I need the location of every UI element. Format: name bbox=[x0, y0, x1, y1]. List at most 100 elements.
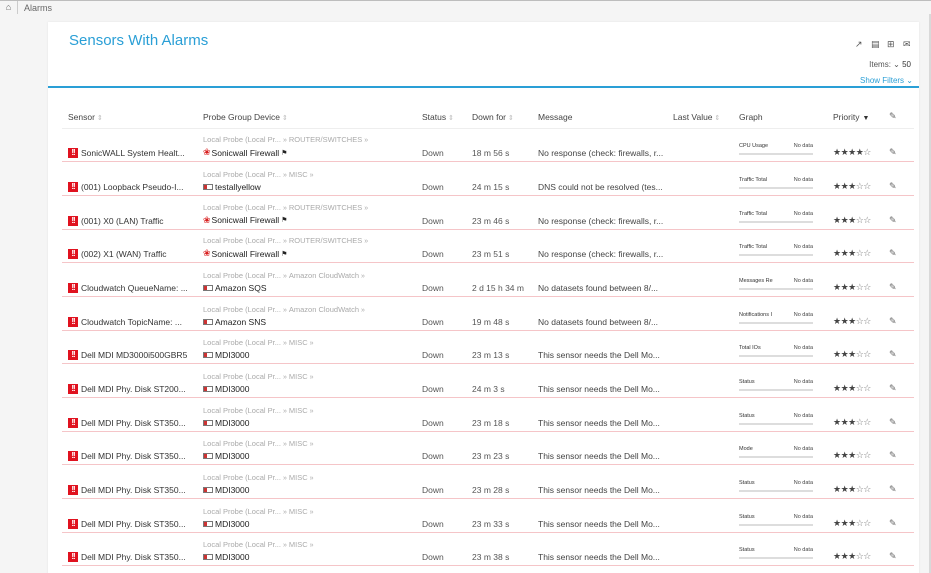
probe-link[interactable]: Local Probe (Local Pr... bbox=[203, 338, 281, 348]
priority-cell[interactable]: ★★★☆☆ bbox=[827, 161, 883, 196]
sensor-name[interactable]: Dell MDI MD3000i500GBR5 bbox=[81, 350, 188, 361]
col-down-for[interactable]: Down for ⇕ bbox=[466, 106, 532, 129]
priority-stars-icon[interactable]: ★★★☆☆ bbox=[833, 416, 871, 427]
graph-cell[interactable]: Traffic Total No data bbox=[733, 161, 827, 196]
priority-stars-icon[interactable]: ★★★☆☆ bbox=[833, 248, 871, 259]
sensor-name[interactable]: SonicWALL System Healt... bbox=[81, 148, 185, 159]
group-link[interactable]: ROUTER/SWITCHES bbox=[288, 135, 363, 145]
group-link[interactable]: MISC bbox=[288, 506, 308, 516]
edit-icon[interactable]: ✎ bbox=[889, 551, 897, 562]
edit-cell[interactable]: ✎ bbox=[883, 262, 914, 297]
priority-stars-icon[interactable]: ★★★☆☆ bbox=[833, 383, 871, 393]
graph-cell[interactable]: Total IOs No data bbox=[733, 330, 827, 365]
sensor-name[interactable]: Cloudwatch QueueName: ... bbox=[81, 282, 188, 293]
sensor-cell[interactable]: !! Dell MDI Phy. Disk ST200... bbox=[62, 363, 197, 398]
group-link[interactable]: Amazon CloudWatch bbox=[288, 304, 360, 314]
probe-link[interactable]: Local Probe (Local Pr... bbox=[203, 135, 281, 145]
breadcrumb-current[interactable]: Alarms bbox=[24, 2, 53, 13]
priority-cell[interactable]: ★★★☆☆ bbox=[827, 431, 883, 466]
col-status[interactable]: Status ⇕ bbox=[416, 106, 466, 129]
edit-cell[interactable]: ✎ bbox=[883, 363, 914, 398]
email-icon[interactable]: ✉ bbox=[903, 39, 911, 49]
probe-link[interactable]: Local Probe (Local Pr... bbox=[203, 372, 281, 381]
priority-stars-icon[interactable]: ★★★☆☆ bbox=[833, 214, 871, 225]
sensor-cell[interactable]: !! Dell MDI Phy. Disk ST350... bbox=[62, 397, 197, 432]
edit-cell[interactable]: ✎ bbox=[883, 498, 914, 533]
graph-cell[interactable]: Status No data bbox=[733, 363, 827, 398]
device-link[interactable]: MDI3000 bbox=[215, 384, 250, 394]
edit-icon[interactable]: ✎ bbox=[889, 147, 897, 158]
edit-icon[interactable]: ✎ bbox=[889, 484, 897, 495]
device-link[interactable]: Sonicwall Firewall bbox=[211, 248, 280, 259]
device-link[interactable]: Sonicwall Firewall bbox=[211, 147, 280, 158]
graph-cell[interactable]: Messages Re No data bbox=[733, 262, 827, 297]
edit-icon[interactable]: ✎ bbox=[889, 214, 897, 225]
graph-cell[interactable]: Status No data bbox=[733, 464, 827, 500]
sensor-name[interactable]: Dell MDI Phy. Disk ST350... bbox=[81, 485, 186, 496]
priority-cell[interactable]: ★★★☆☆ bbox=[827, 397, 883, 432]
priority-stars-icon[interactable]: ★★★★☆ bbox=[833, 147, 871, 158]
edit-icon[interactable]: ✎ bbox=[889, 450, 897, 461]
col-sensor[interactable]: Sensor ⇕ bbox=[62, 106, 197, 129]
priority-stars-icon[interactable]: ★★★☆☆ bbox=[833, 484, 871, 495]
group-link[interactable]: MISC bbox=[288, 169, 308, 179]
sensor-cell[interactable]: !! Dell MDI Phy. Disk ST350... bbox=[62, 498, 197, 533]
device-link[interactable]: MDI3000 bbox=[215, 350, 250, 361]
edit-icon[interactable]: ✎ bbox=[889, 349, 897, 360]
priority-stars-icon[interactable]: ★★★☆☆ bbox=[833, 517, 871, 528]
sensor-name[interactable]: Cloudwatch TopicName: ... bbox=[81, 316, 182, 327]
priority-cell[interactable]: ★★★☆☆ bbox=[827, 296, 883, 331]
edit-cell[interactable]: ✎ bbox=[883, 195, 914, 230]
edit-cell[interactable]: ✎ bbox=[883, 161, 914, 196]
col-priority[interactable]: Priority ▼ bbox=[827, 106, 883, 129]
probe-link[interactable]: Local Probe (Local Pr... bbox=[203, 270, 281, 280]
scrollbar[interactable] bbox=[929, 14, 931, 573]
edit-cell[interactable]: ✎ bbox=[883, 397, 914, 432]
table-row[interactable]: !! Dell MDI MD3000i500GBR5 Local Probe (Lo… bbox=[62, 330, 914, 365]
edit-cell[interactable]: ✎ bbox=[883, 296, 914, 331]
table-row[interactable]: !! Cloudwatch TopicName: ... Local Probe (… bbox=[62, 296, 914, 331]
edit-icon[interactable]: ✎ bbox=[889, 517, 897, 528]
group-link[interactable]: ROUTER/SWITCHES bbox=[288, 202, 363, 212]
priority-cell[interactable]: ★★★☆☆ bbox=[827, 498, 883, 533]
device-link[interactable]: MDI3000 bbox=[215, 518, 250, 529]
priority-stars-icon[interactable]: ★★★☆☆ bbox=[833, 180, 871, 191]
col-last-value[interactable]: Last Value ⇕ bbox=[667, 106, 733, 129]
probe-link[interactable]: Local Probe (Local Pr... bbox=[203, 236, 281, 246]
table-row[interactable]: !! Dell MDI Phy. Disk ST200... Local Probe… bbox=[62, 363, 914, 398]
table-row[interactable]: !! Dell MDI Phy. Disk ST350... Local Probe… bbox=[62, 498, 914, 533]
graph-cell[interactable]: Traffic Total No data bbox=[733, 229, 827, 264]
group-link[interactable]: MISC bbox=[288, 540, 308, 550]
graph-cell[interactable]: Notifications I No data bbox=[733, 296, 827, 331]
sensor-name[interactable]: (001) X0 (LAN) Traffic bbox=[81, 215, 164, 226]
edit-cell[interactable]: ✎ bbox=[883, 532, 914, 567]
sensor-name[interactable]: (001) Loopback Pseudo-I... bbox=[81, 181, 184, 192]
group-link[interactable]: MISC bbox=[288, 439, 308, 449]
priority-cell[interactable]: ★★★☆☆ bbox=[827, 532, 883, 567]
sensor-cell[interactable]: !! Dell MDI Phy. Disk ST350... bbox=[62, 532, 197, 567]
probe-link[interactable]: Local Probe (Local Pr... bbox=[203, 304, 281, 314]
priority-cell[interactable]: ★★★☆☆ bbox=[827, 229, 883, 264]
sensor-cell[interactable]: !! (001) Loopback Pseudo-I... bbox=[62, 161, 197, 196]
probe-link[interactable]: Local Probe (Local Pr... bbox=[203, 540, 281, 550]
show-filters-link[interactable]: Show Filters ⌄ bbox=[860, 76, 913, 85]
priority-cell[interactable]: ★★★☆☆ bbox=[827, 330, 883, 365]
probe-link[interactable]: Local Probe (Local Pr... bbox=[203, 405, 281, 415]
edit-cell[interactable]: ✎ bbox=[883, 330, 914, 365]
probe-link[interactable]: Local Probe (Local Pr... bbox=[203, 169, 281, 179]
probe-link[interactable]: Local Probe (Local Pr... bbox=[203, 473, 281, 483]
table-row[interactable]: !! (002) X1 (WAN) Traffic Local Probe (Loc… bbox=[62, 229, 914, 264]
edit-cell[interactable]: ✎ bbox=[883, 431, 914, 466]
graph-cell[interactable]: Status No data bbox=[733, 498, 827, 533]
device-link[interactable]: Sonicwall Firewall bbox=[211, 215, 280, 226]
graph-cell[interactable]: Status No data bbox=[733, 532, 827, 567]
edit-icon[interactable]: ✎ bbox=[889, 281, 897, 292]
table-row[interactable]: !! Dell MDI Phy. Disk ST350... Local Probe… bbox=[62, 464, 914, 500]
priority-stars-icon[interactable]: ★★★☆☆ bbox=[833, 551, 871, 562]
edit-icon[interactable]: ✎ bbox=[889, 315, 897, 326]
group-link[interactable]: Amazon CloudWatch bbox=[288, 270, 360, 280]
sensor-cell[interactable]: !! Dell MDI MD3000i500GBR5 bbox=[62, 330, 197, 365]
group-link[interactable]: MISC bbox=[288, 372, 308, 381]
sensor-name[interactable]: Dell MDI Phy. Disk ST350... bbox=[81, 518, 186, 529]
sensor-cell[interactable]: !! (001) X0 (LAN) Traffic bbox=[62, 195, 197, 230]
